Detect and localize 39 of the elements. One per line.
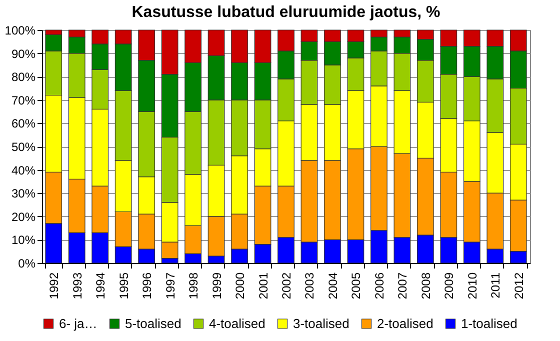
y-tick-label: 0%	[18, 256, 36, 270]
x-tick-label: 2002	[280, 272, 294, 300]
x-tick-label: 2010	[465, 272, 480, 300]
x-tick-label: 2011	[488, 272, 503, 298]
y-tick-label: 60%	[11, 116, 36, 131]
legend-label: 2-toalised	[377, 316, 434, 331]
legend-label: 6- ja…	[59, 316, 98, 331]
x-tick-label: 2005	[349, 272, 364, 300]
y-tick-label: 50%	[11, 140, 36, 154]
y-tick-label: 90%	[11, 46, 36, 61]
y-tick-label: 70%	[11, 93, 36, 108]
y-tick-label: 40%	[11, 163, 36, 178]
legend-label: 5-toalised	[125, 316, 182, 331]
x-tick-label: 2006	[372, 272, 386, 300]
x-tick-label: 2009	[442, 272, 456, 300]
x-tick-label: 2001	[256, 272, 270, 300]
x-tick-label: 2007	[396, 272, 410, 300]
legend-label: 1-toalised	[461, 316, 518, 331]
x-tick-label: 2008	[418, 272, 433, 300]
x-tick-label: 2003	[302, 272, 317, 300]
x-tick-label: 2000	[233, 272, 248, 300]
y-tick-label: 20%	[11, 210, 36, 224]
chart-title: Kasutusse lubatud eluruumide jaotus, %	[132, 4, 440, 21]
x-tick-label: 2004	[326, 272, 340, 300]
x-tick-label: 1994	[94, 272, 108, 300]
y-tick-label: 80%	[11, 70, 36, 84]
y-tick-label: 30%	[11, 186, 36, 201]
x-tick-label: 1995	[116, 272, 131, 300]
legend-label: 4-toalised	[209, 316, 266, 331]
x-tick-label: 1993	[70, 272, 84, 300]
x-tick-label: 1996	[140, 272, 154, 300]
y-tick-label: 10%	[11, 233, 36, 248]
y-tick-label: 100%	[4, 24, 36, 38]
x-tick-label: 2012	[512, 272, 526, 300]
x-tick-label: 1997	[163, 272, 178, 300]
x-tick-label: 1999	[210, 272, 224, 300]
x-tick-label: 1992	[47, 272, 62, 300]
x-tick-label: 1998	[186, 272, 201, 300]
legend-label: 3-toalised	[293, 316, 350, 331]
